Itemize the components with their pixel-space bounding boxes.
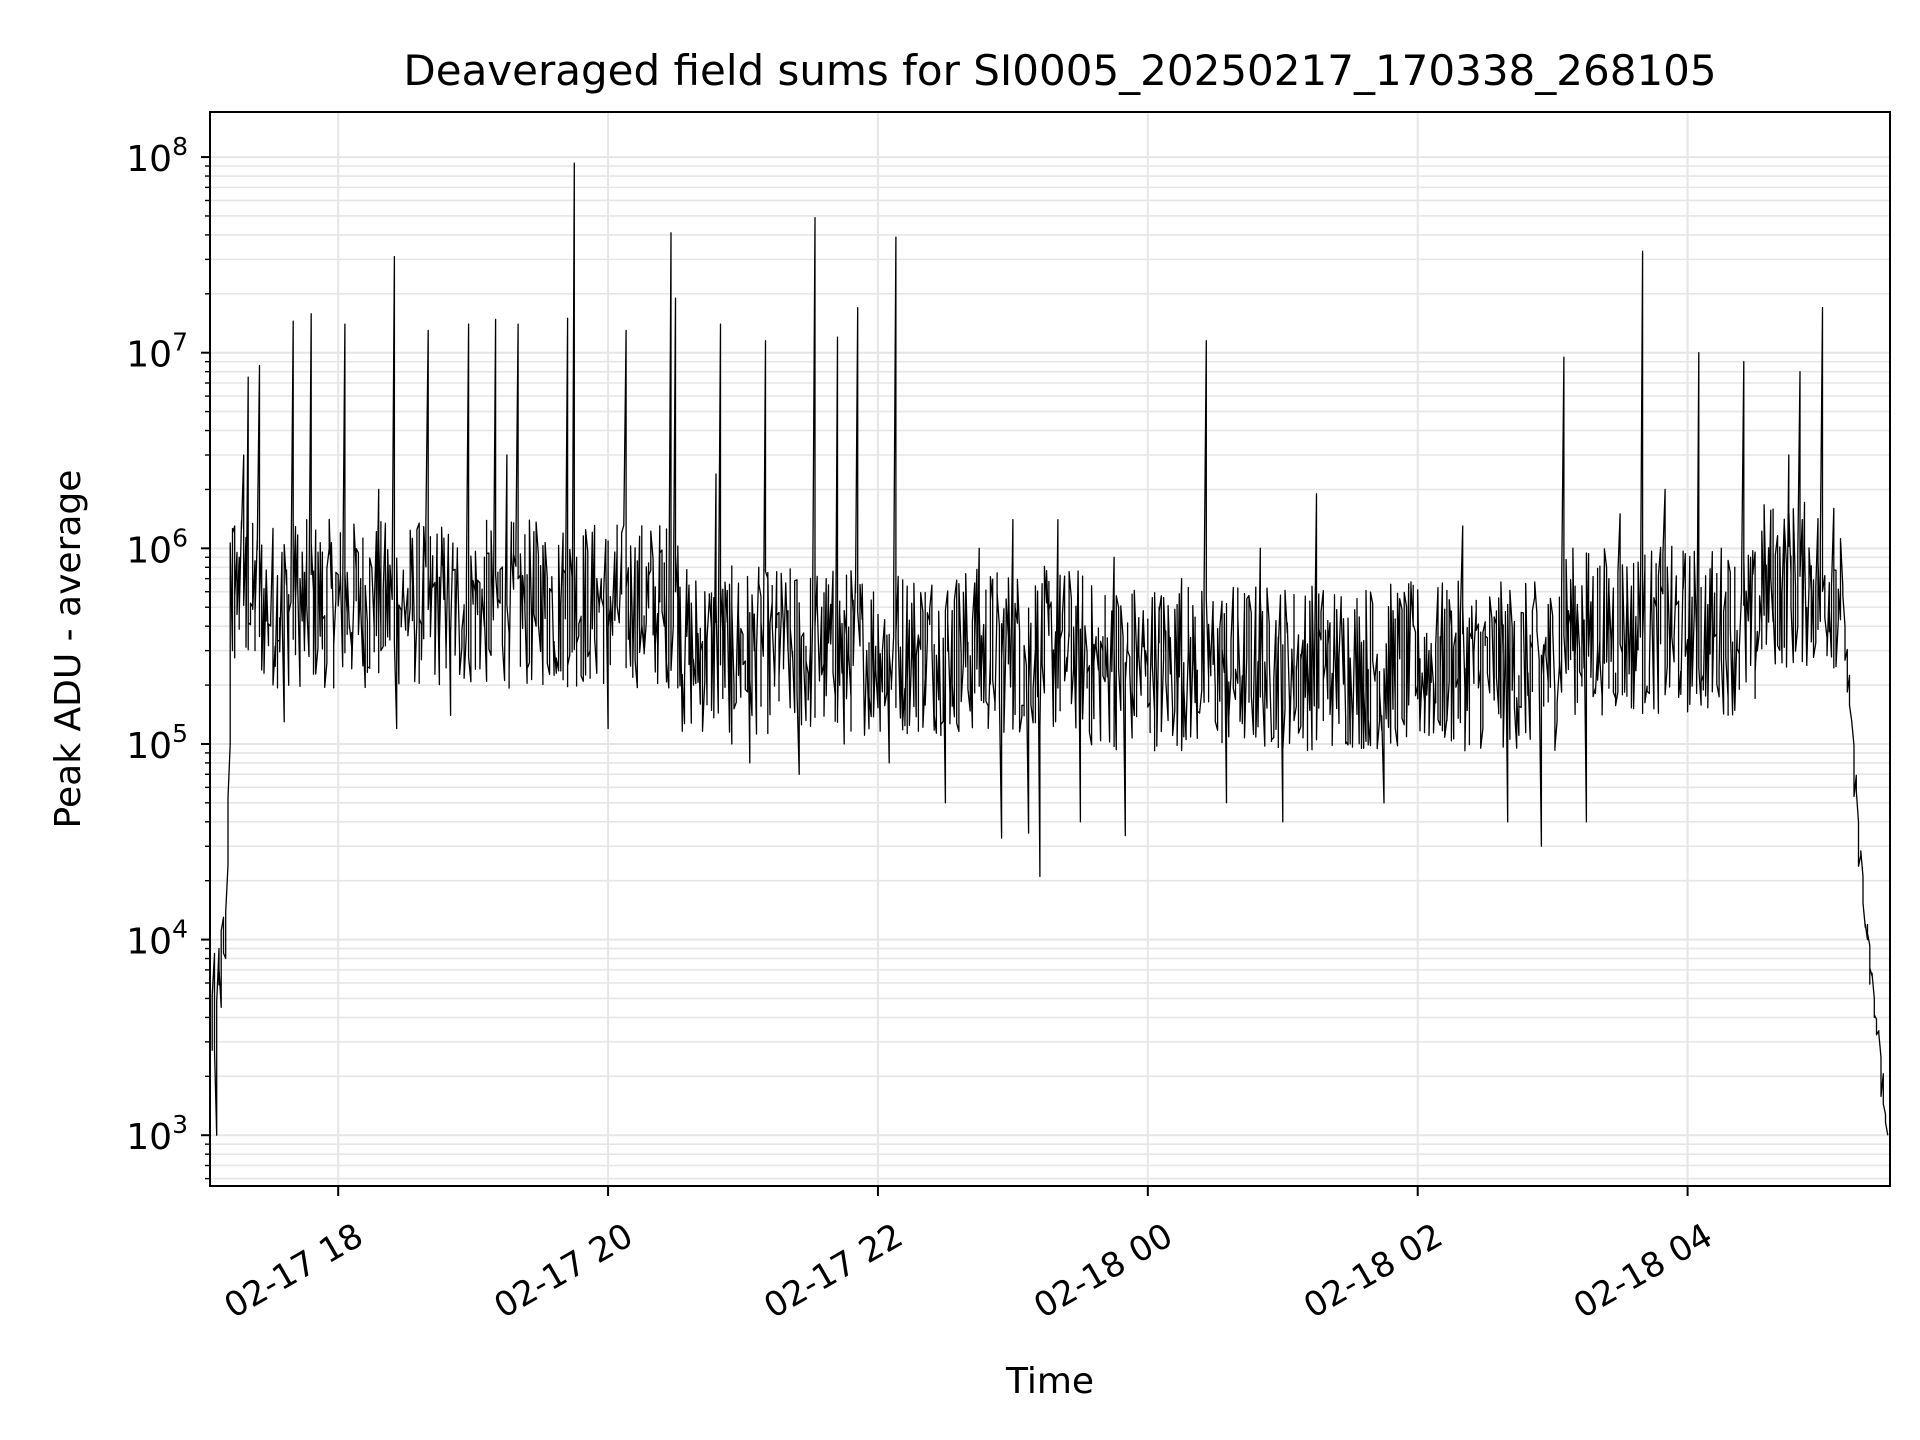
y-tick-label: 106 (126, 523, 188, 571)
y-axis-label: Peak ADU - average (48, 470, 89, 829)
chart-title: Deaveraged field sums for SI0005_2025021… (403, 46, 1716, 95)
y-tick-label: 108 (126, 132, 188, 180)
series-line (211, 162, 1889, 1136)
y-tick-label: 105 (126, 719, 188, 767)
series-line-layer (211, 162, 1889, 1136)
y-tick-label: 104 (126, 915, 188, 963)
y-tick-label: 107 (126, 328, 188, 376)
plot-area-frame (209, 111, 1891, 1187)
grid (210, 112, 1890, 1186)
y-tick-label: 103 (126, 1110, 188, 1158)
x-axis-label: Time (1005, 1361, 1094, 1402)
